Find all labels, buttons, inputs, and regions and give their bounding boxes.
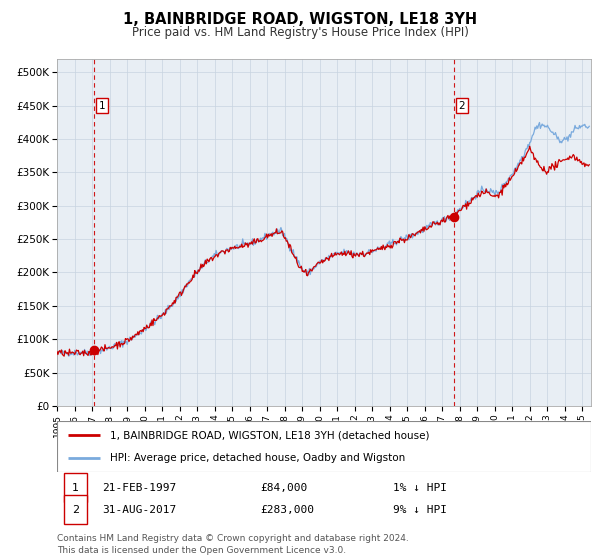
Text: 1: 1 — [98, 101, 105, 110]
Text: 1% ↓ HPI: 1% ↓ HPI — [394, 483, 448, 493]
Text: 31-AUG-2017: 31-AUG-2017 — [103, 505, 176, 515]
Text: £283,000: £283,000 — [260, 505, 314, 515]
Text: Price paid vs. HM Land Registry's House Price Index (HPI): Price paid vs. HM Land Registry's House … — [131, 26, 469, 39]
Text: 21-FEB-1997: 21-FEB-1997 — [103, 483, 176, 493]
Text: 1, BAINBRIDGE ROAD, WIGSTON, LE18 3YH (detached house): 1, BAINBRIDGE ROAD, WIGSTON, LE18 3YH (d… — [110, 430, 430, 440]
Text: 9% ↓ HPI: 9% ↓ HPI — [394, 505, 448, 515]
Text: 1: 1 — [72, 483, 79, 493]
Text: 2: 2 — [72, 505, 79, 515]
Bar — [64, 495, 88, 524]
Text: HPI: Average price, detached house, Oadby and Wigston: HPI: Average price, detached house, Oadb… — [110, 454, 406, 464]
Bar — [64, 473, 88, 502]
Text: £84,000: £84,000 — [260, 483, 307, 493]
Text: 2: 2 — [458, 101, 465, 110]
Text: Contains HM Land Registry data © Crown copyright and database right 2024.
This d: Contains HM Land Registry data © Crown c… — [57, 534, 409, 555]
Text: 1, BAINBRIDGE ROAD, WIGSTON, LE18 3YH: 1, BAINBRIDGE ROAD, WIGSTON, LE18 3YH — [123, 12, 477, 27]
